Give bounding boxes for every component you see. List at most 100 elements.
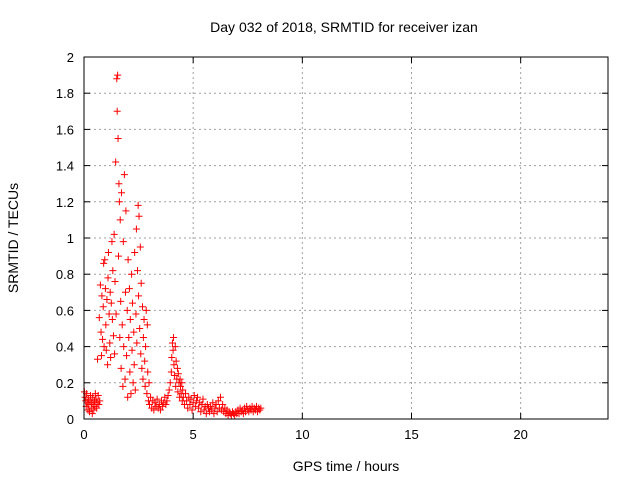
data-point <box>102 346 110 354</box>
y-axis-label: SRMTID / TECUs <box>5 183 21 293</box>
data-point <box>199 395 207 403</box>
data-point <box>153 395 161 403</box>
data-point <box>117 297 125 305</box>
data-point <box>111 277 119 285</box>
data-point <box>214 397 222 405</box>
data-point <box>141 357 149 365</box>
data-point <box>139 375 147 383</box>
y-tick-label: 0 <box>67 412 74 427</box>
data-point <box>168 353 176 361</box>
data-point <box>117 364 125 372</box>
data-point <box>126 315 134 323</box>
data-point <box>135 212 143 220</box>
data-point <box>134 201 142 209</box>
data-point <box>133 267 141 275</box>
data-point <box>109 267 117 275</box>
data-point <box>91 402 99 410</box>
data-point <box>202 410 210 418</box>
data-point <box>140 315 148 323</box>
data-point <box>128 346 136 354</box>
data-point <box>166 379 174 387</box>
data-point <box>116 334 124 342</box>
data-point <box>176 375 184 383</box>
data-point <box>101 256 109 264</box>
data-point <box>119 238 127 246</box>
data-point <box>109 332 117 340</box>
data-point <box>143 390 151 398</box>
data-point <box>145 379 153 387</box>
data-point <box>174 370 182 378</box>
data-point <box>150 406 158 414</box>
data-point <box>101 285 109 293</box>
data-point <box>122 207 130 215</box>
data-point <box>129 379 137 387</box>
data-point <box>94 391 102 399</box>
data-point <box>143 321 151 329</box>
data-point <box>112 158 120 166</box>
data-point <box>97 352 105 360</box>
data-point <box>98 292 106 300</box>
data-point <box>165 386 173 394</box>
data-point <box>128 270 136 278</box>
data-point <box>118 189 126 197</box>
data-point <box>169 346 177 354</box>
x-tick-label: 5 <box>190 427 197 442</box>
y-tick-label: 0.2 <box>56 376 74 391</box>
data-point <box>118 321 126 329</box>
data-point <box>116 216 124 224</box>
data-point <box>179 386 187 394</box>
data-point <box>131 386 139 394</box>
data-point <box>212 401 220 409</box>
data-point <box>136 325 144 332</box>
data-point <box>137 279 145 287</box>
data-point <box>128 299 136 307</box>
data-point <box>107 353 115 361</box>
data-point <box>102 321 110 329</box>
data-point <box>164 391 172 399</box>
data-point <box>186 401 194 409</box>
data-marks <box>80 71 265 419</box>
data-point <box>113 75 121 83</box>
data-point <box>156 406 164 414</box>
data-point <box>161 393 169 401</box>
data-point <box>136 243 144 251</box>
data-point <box>182 390 190 398</box>
data-point <box>96 397 104 405</box>
data-point <box>208 406 216 414</box>
data-point <box>132 225 140 233</box>
data-point <box>81 393 89 401</box>
data-point <box>183 397 191 405</box>
data-point <box>125 334 133 342</box>
data-point <box>115 198 123 206</box>
data-point <box>219 401 227 409</box>
y-tick-label: 2 <box>67 50 74 65</box>
data-point <box>168 339 176 347</box>
data-point <box>209 399 217 407</box>
data-point <box>197 408 205 416</box>
data-point <box>151 399 159 407</box>
data-point <box>104 274 112 282</box>
data-point <box>144 368 152 376</box>
data-point <box>84 406 92 414</box>
data-point <box>213 408 221 416</box>
data-point <box>126 368 134 376</box>
data-point <box>130 328 138 336</box>
data-point <box>95 314 103 322</box>
data-point <box>184 404 192 412</box>
x-tick-labels: 0 5 10 15 20 <box>80 427 528 442</box>
data-point <box>97 328 105 336</box>
data-point <box>106 288 114 296</box>
data-point <box>141 382 149 390</box>
y-tick-label: 0.6 <box>56 303 74 318</box>
data-point <box>106 339 114 347</box>
data-point <box>174 388 182 396</box>
data-point <box>139 303 147 311</box>
x-tick-label: 0 <box>80 427 87 442</box>
data-point <box>132 310 140 318</box>
data-point <box>100 343 108 351</box>
data-point <box>124 393 132 401</box>
data-point <box>178 379 186 387</box>
data-point <box>123 306 131 314</box>
data-point <box>94 355 102 363</box>
